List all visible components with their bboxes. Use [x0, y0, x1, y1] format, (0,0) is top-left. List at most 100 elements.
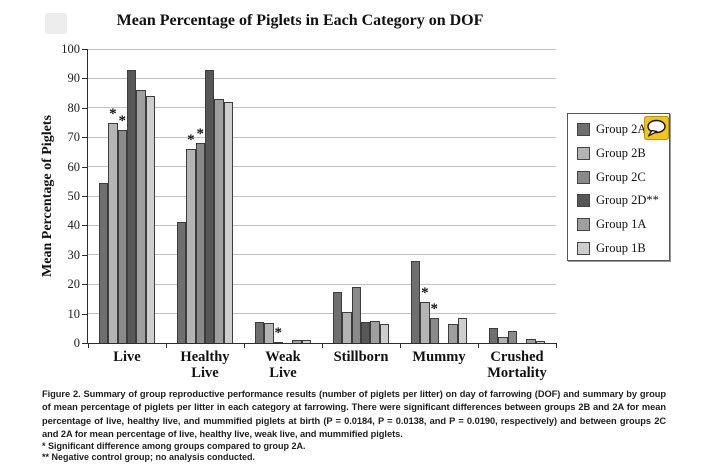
bar-Group2C-1 — [195, 143, 205, 343]
bar-Group2C-0 — [117, 129, 127, 343]
x-tick — [478, 344, 479, 348]
bar-Group1A-5 — [526, 338, 536, 343]
gridline-80 — [88, 107, 556, 109]
y-tick-label-0: 0 — [73, 336, 80, 350]
footnote-control-group: ** Negative control group; no analysis c… — [42, 452, 256, 462]
gridline-100 — [88, 48, 556, 50]
x-tick — [556, 344, 557, 348]
bar-Group1B-5 — [535, 340, 546, 343]
legend-swatch — [577, 123, 590, 136]
y-tick-label-80: 80 — [67, 100, 81, 115]
chart-title: Mean Percentage of Piglets in Each Categ… — [116, 12, 484, 29]
y-tick-100 — [82, 49, 87, 50]
legend-item-Group2C: Group 2C — [577, 169, 646, 184]
gridline-50 — [88, 195, 556, 197]
faint-highlight-annotation — [45, 13, 67, 34]
x-category-label-5: Crushed Mortality — [487, 349, 547, 381]
bar-Group2C-3 — [351, 287, 361, 343]
y-tick-label-30: 30 — [67, 247, 81, 262]
y-tick-0 — [82, 343, 87, 344]
x-category-label-1: Healthy Live — [180, 349, 230, 381]
bar-Group2B-0 — [108, 122, 118, 343]
legend-label: Group 1B — [596, 241, 646, 255]
x-category-label-4: Mummy — [412, 349, 466, 365]
y-tick-60 — [82, 166, 87, 168]
y-axis-line — [87, 49, 88, 344]
bar-Group2B-2 — [264, 323, 274, 343]
legend-item-Group2B: Group 2B — [577, 145, 646, 160]
legend-label: Group 2B — [596, 145, 646, 160]
y-tick-label-20: 20 — [67, 277, 81, 292]
x-category-label-3: Stillborn — [333, 349, 389, 365]
footnote-significance: * Significant difference among groups co… — [42, 441, 306, 451]
legend-swatch — [577, 242, 590, 255]
bar-Group2C-4 — [429, 318, 439, 343]
legend-swatch — [577, 146, 590, 160]
bar-Group2C-5 — [507, 331, 517, 343]
chart-legend: Group 2A Group 2B Group 2C Group 2D** Group … — [567, 113, 670, 261]
y-tick-label-90: 90 — [67, 71, 81, 86]
gridline-10 — [88, 313, 556, 315]
speech-bubble-icon[interactable] — [644, 116, 669, 140]
bar-Group2B-4 — [420, 301, 430, 343]
significance-asterisk: * — [118, 112, 127, 129]
bar-Group2D-3 — [361, 322, 371, 343]
bar-Group1B-4 — [457, 318, 468, 343]
y-tick-label-100: 100 — [61, 42, 80, 56]
gridline-70 — [88, 136, 556, 138]
legend-item-Group2A: Group 2A — [577, 122, 647, 136]
bar-Group2B-1 — [186, 148, 196, 343]
bar-Group2D-1 — [205, 69, 215, 343]
bar-Group2A-4 — [410, 260, 421, 343]
bar-Group2A-5 — [488, 328, 499, 343]
significance-asterisk: * — [196, 126, 205, 143]
bar-Group2A-3 — [332, 291, 343, 343]
bar-Group1A-1 — [214, 98, 224, 343]
bar-Group2C-2 — [273, 341, 283, 343]
y-tick-label-40: 40 — [67, 218, 81, 233]
x-tick — [244, 344, 245, 348]
significance-asterisk: * — [430, 301, 439, 317]
legend-item-Group1B: Group 1B — [577, 241, 646, 255]
bar-Group2B-3 — [342, 312, 352, 343]
bar-Group1A-0 — [136, 90, 146, 343]
bar-Group1B-3 — [379, 323, 390, 343]
bar-Group1B-2 — [301, 340, 312, 343]
bar-Group2A-1 — [176, 222, 187, 343]
significance-asterisk: * — [187, 131, 195, 148]
y-tick-label-50: 50 — [67, 189, 81, 203]
y-tick-label-60: 60 — [67, 159, 81, 174]
legend-label: Group 2D** — [596, 193, 659, 208]
gridline-60 — [88, 166, 556, 168]
bar-Group1A-4 — [448, 323, 458, 343]
significance-asterisk: * — [274, 324, 283, 341]
y-tick-label-10: 10 — [67, 306, 81, 321]
x-category-label-2: Weak Live — [265, 349, 301, 381]
bar-Group2A-2 — [254, 322, 265, 343]
gridline-40 — [88, 224, 556, 226]
x-tick — [400, 344, 401, 348]
bar-chart-plot-area: 0 10 20 30 40 50 60 70 80 90 100 * * * * * * * Live Healthy… — [61, 42, 557, 380]
legend-label: Group 1A — [596, 217, 647, 232]
x-tick — [322, 344, 323, 348]
y-tick-10 — [82, 313, 87, 315]
y-tick-70 — [82, 137, 87, 139]
bar-Group1A-2 — [292, 340, 302, 343]
bar-Group1B-1 — [223, 101, 234, 343]
gridline-30 — [88, 254, 556, 256]
x-tick — [88, 344, 89, 348]
y-tick-90 — [82, 78, 87, 80]
legend-label: Group 2C — [596, 169, 646, 184]
x-category-label-0: Live — [113, 349, 141, 365]
y-tick-label-70: 70 — [67, 130, 81, 145]
figure-caption: Figure 2. Summary of group reproductive … — [42, 389, 666, 440]
legend-label: Group 2A — [596, 122, 647, 136]
x-tick — [166, 344, 167, 348]
y-tick-80 — [82, 107, 87, 109]
x-axis-line — [87, 343, 557, 344]
bar-Group2D-0 — [127, 69, 137, 343]
bar-Group2B-5 — [498, 337, 508, 343]
significance-asterisk: * — [421, 284, 429, 301]
legend-swatch — [577, 194, 590, 208]
